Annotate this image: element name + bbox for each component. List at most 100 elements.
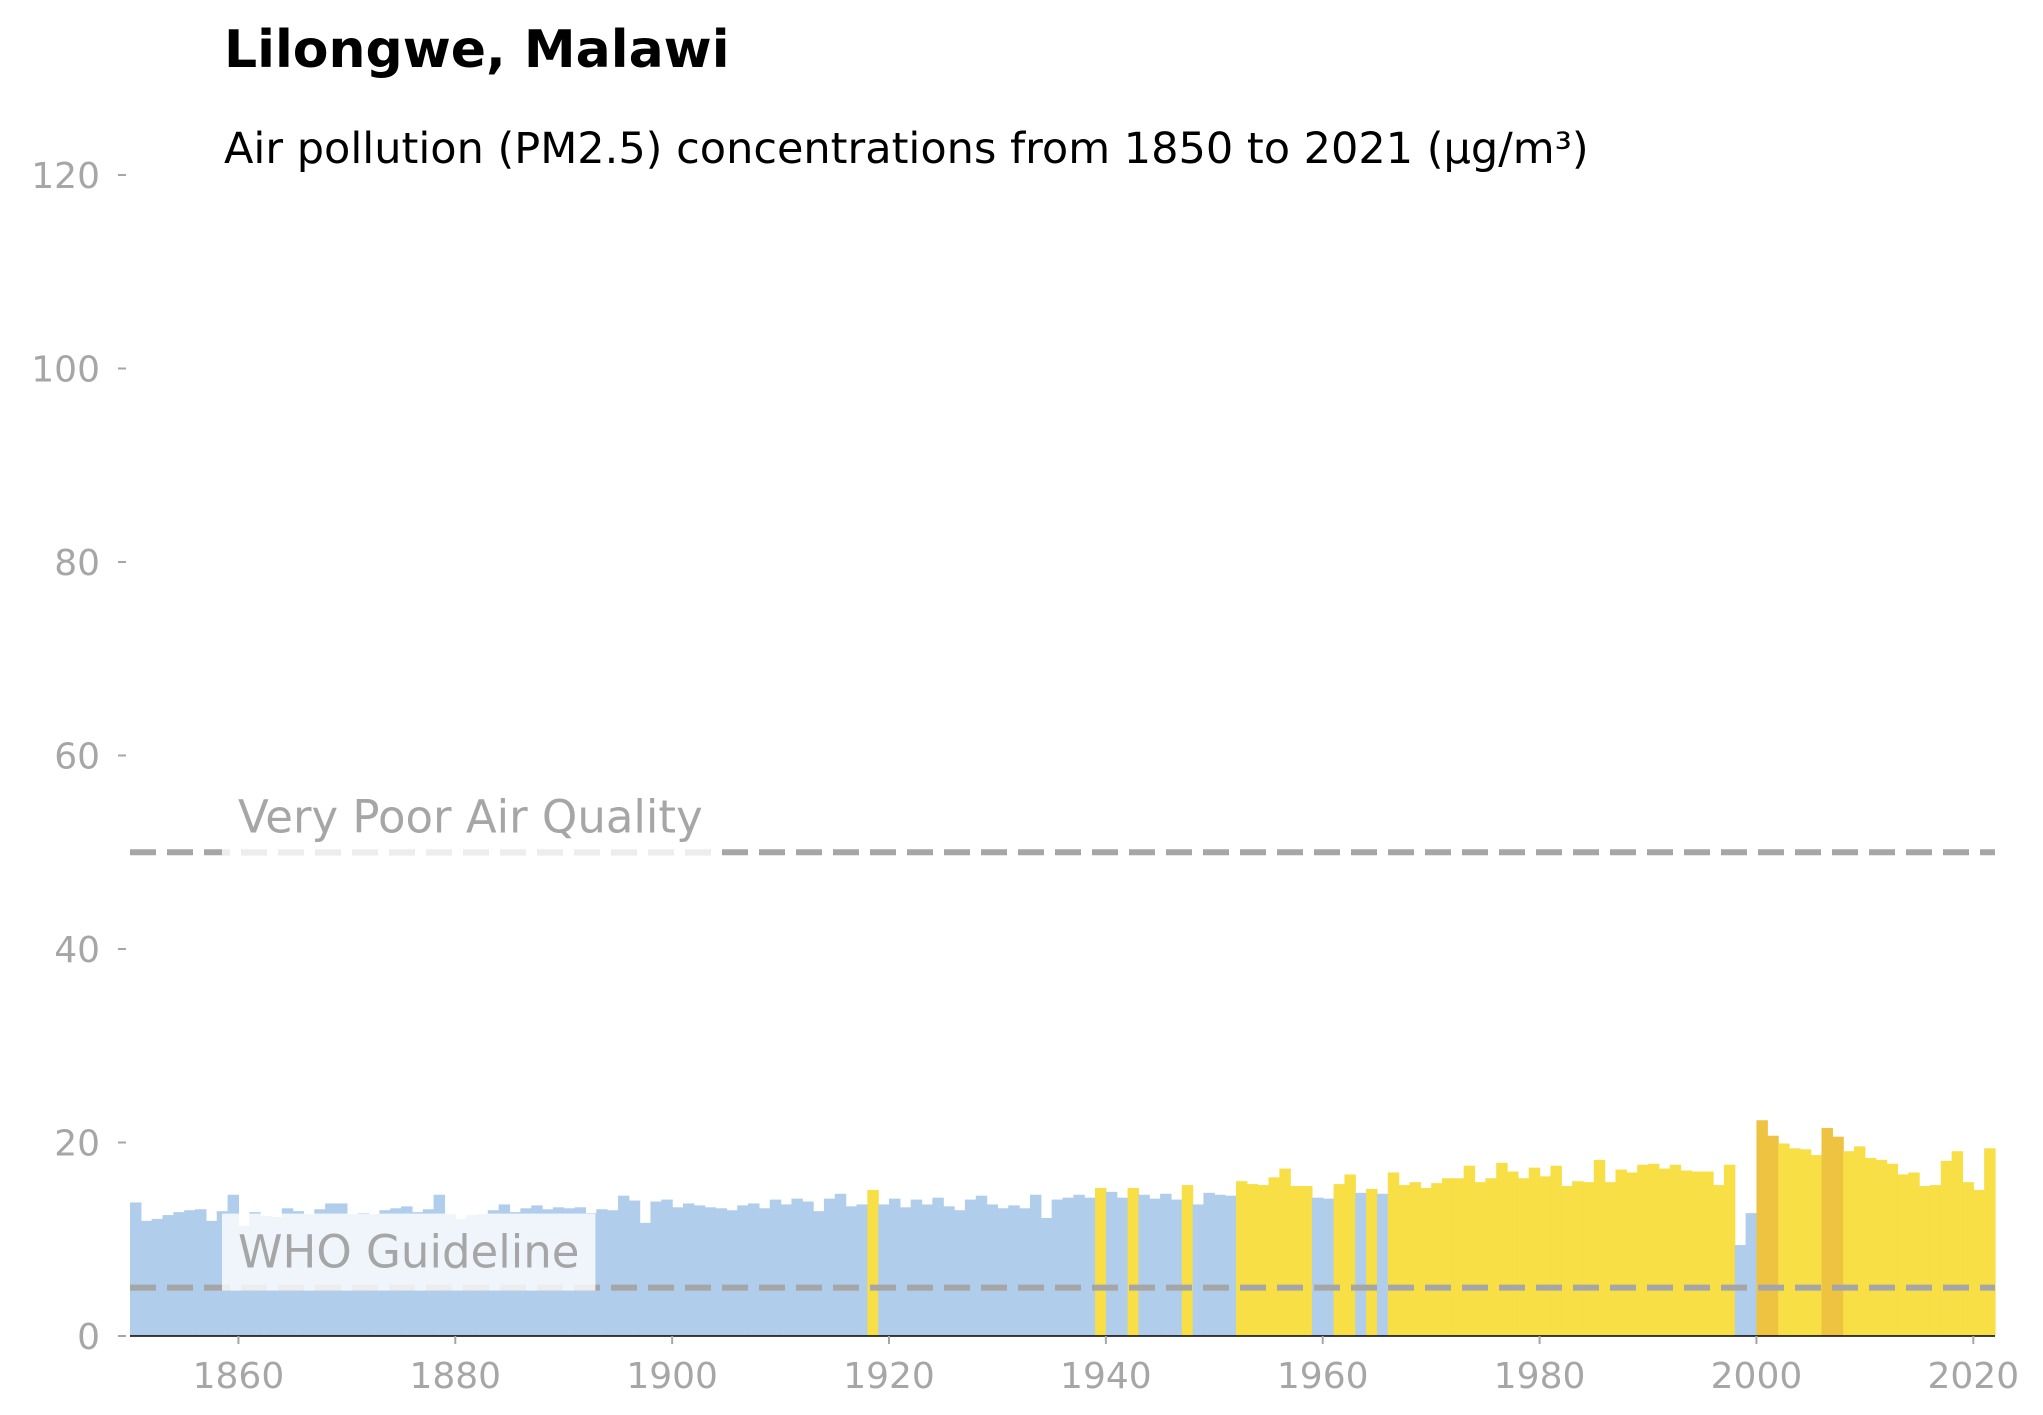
bar-1856	[195, 1209, 207, 1336]
bar-1946	[1170, 1199, 1183, 1336]
bar-1984	[1582, 1182, 1595, 1336]
bar-1966	[1387, 1172, 1400, 1336]
bar-1960	[1322, 1198, 1335, 1336]
bar-1920	[889, 1198, 901, 1336]
y-tick-label-0: 0	[77, 1317, 100, 1358]
bar-1857	[205, 1220, 218, 1336]
bar-1854	[173, 1212, 185, 1336]
chart-subtitle: Air pollution (PM2.5) concentrations fro…	[224, 124, 1589, 174]
bar-1895	[617, 1195, 630, 1336]
bar-1907	[748, 1203, 760, 1336]
bar-1912	[802, 1201, 814, 1336]
bar-1947	[1181, 1185, 1194, 1336]
bar-1948	[1192, 1204, 1205, 1336]
bar-1855	[184, 1210, 196, 1336]
bar-1923	[921, 1204, 933, 1336]
bar-1953	[1246, 1184, 1259, 1336]
bar-1991	[1658, 1168, 1671, 1336]
bar-1893	[596, 1209, 608, 1336]
bar-1898	[650, 1201, 662, 1336]
bar-1850	[130, 1202, 142, 1336]
bar-1993	[1680, 1170, 1692, 1336]
bar-1935	[1051, 1199, 1064, 1336]
bar-2014	[1908, 1172, 1920, 1336]
bar-1967	[1398, 1185, 1411, 1336]
bar-1927	[964, 1199, 977, 1336]
x-tick-label-1900: 1900	[626, 1356, 718, 1397]
bar-1918	[867, 1189, 879, 1336]
x-tick-label-1980: 1980	[1494, 1356, 1586, 1397]
x-tick-label-1880: 1880	[409, 1356, 501, 1397]
bar-1902	[693, 1205, 706, 1336]
bar-1958	[1301, 1186, 1313, 1336]
bar-2010	[1864, 1157, 1877, 1336]
bar-2007	[1832, 1136, 1844, 1336]
bar-1974	[1474, 1182, 1486, 1336]
bar-2018	[1951, 1151, 1964, 1336]
bar-2000	[1756, 1120, 1768, 1336]
bar-1972	[1452, 1178, 1465, 1336]
x-tick-label-1940: 1940	[1060, 1356, 1152, 1397]
bar-2015	[1919, 1186, 1931, 1336]
bar-1933	[1029, 1194, 1042, 1336]
bar-1956	[1279, 1168, 1291, 1336]
bar-1906	[737, 1205, 749, 1336]
bar-1962	[1344, 1174, 1356, 1336]
bar-1977	[1507, 1171, 1519, 1336]
bar-1945	[1160, 1193, 1172, 1336]
bar-1924	[932, 1197, 944, 1336]
bar-1996	[1713, 1185, 1725, 1336]
bar-1921	[899, 1207, 912, 1336]
bar-2019	[1962, 1182, 1974, 1336]
bar-1976	[1496, 1162, 1508, 1336]
bar-1916	[845, 1206, 858, 1336]
bar-2011	[1875, 1159, 1888, 1336]
bar-1852	[151, 1218, 164, 1336]
chart-title: Lilongwe, Malawi	[224, 20, 730, 80]
bar-2005	[1810, 1155, 1823, 1336]
bar-2002	[1778, 1143, 1790, 1336]
bar-1981	[1550, 1165, 1562, 1336]
bar-1853	[162, 1215, 174, 1336]
bar-1904	[715, 1208, 727, 1336]
bar-1942	[1127, 1187, 1139, 1336]
bar-1983	[1572, 1181, 1584, 1336]
bar-1909	[769, 1199, 782, 1336]
bar-1959	[1311, 1197, 1324, 1336]
bar-1968	[1409, 1182, 1421, 1336]
x-tick-label-1920: 1920	[843, 1356, 935, 1397]
bar-1897	[639, 1222, 652, 1336]
y-tick-label-120: 120	[31, 156, 100, 197]
x-tick-label-2000: 2000	[1711, 1356, 1803, 1397]
bar-1971	[1442, 1178, 1454, 1336]
bar-1915	[834, 1193, 847, 1336]
bar-1951	[1225, 1195, 1237, 1336]
bar-1989	[1637, 1164, 1649, 1336]
bar-1992	[1669, 1164, 1682, 1336]
reference-label-bg-0	[222, 1213, 596, 1291]
x-tick-label-1860: 1860	[193, 1356, 285, 1397]
bar-1941	[1116, 1197, 1129, 1336]
bar-1986	[1604, 1182, 1617, 1336]
bar-1963	[1355, 1192, 1367, 1336]
bar-1913	[813, 1211, 825, 1336]
bar-2004	[1799, 1149, 1812, 1336]
bar-1932	[1019, 1208, 1031, 1336]
bar-1928	[975, 1195, 988, 1336]
bar-1961	[1333, 1184, 1346, 1336]
bar-1911	[791, 1198, 803, 1336]
y-tick-label-100: 100	[31, 350, 100, 391]
bar-1985	[1593, 1159, 1606, 1336]
bar-1937	[1073, 1194, 1085, 1336]
bar-1997	[1723, 1164, 1736, 1336]
bar-1894	[607, 1210, 619, 1336]
x-tick-label-1960: 1960	[1277, 1356, 1369, 1397]
bar-1914	[823, 1198, 836, 1336]
bar-2006	[1821, 1127, 1833, 1336]
reference-label-0: WHO Guideline	[238, 1226, 579, 1279]
bar-1943	[1138, 1194, 1150, 1336]
bar-1987	[1615, 1169, 1627, 1336]
bar-1934	[1040, 1217, 1053, 1336]
